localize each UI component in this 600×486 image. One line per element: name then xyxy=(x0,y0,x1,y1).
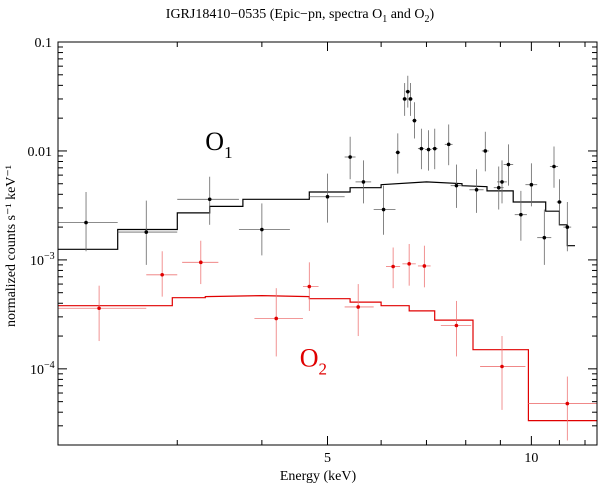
o2-data-point xyxy=(307,284,312,289)
y-tick-label: 10−3 xyxy=(30,251,55,269)
o1-data-point xyxy=(361,180,366,184)
o1-data-point xyxy=(496,185,501,190)
x-axis-label: Energy (keV) xyxy=(280,469,357,484)
o1-data-point xyxy=(419,146,424,151)
x-tick-label: 5 xyxy=(324,451,331,466)
y-tick-label: 10−4 xyxy=(30,360,55,378)
o1-data-point xyxy=(144,230,149,234)
o1-data-point xyxy=(84,220,88,225)
o2-series-label: O2 xyxy=(300,344,327,379)
o1-data-point xyxy=(454,183,459,188)
o1-data-point xyxy=(542,235,547,240)
o1-data-point xyxy=(529,182,534,187)
o2-data-point xyxy=(274,316,279,321)
series-o2: O2 xyxy=(58,240,597,441)
o1-data-point xyxy=(402,97,407,101)
o1-data-point xyxy=(432,146,437,151)
o2-data-point xyxy=(422,264,427,268)
o1-data-point xyxy=(426,147,431,152)
o2-data-point xyxy=(160,272,164,277)
o1-data-point xyxy=(406,89,410,94)
o2-data-point xyxy=(500,364,504,369)
o1-model-line xyxy=(58,181,575,250)
chart-title: IGRJ18410−0535 (Epic−pn, spectra O1 and … xyxy=(166,7,435,25)
o1-data-point xyxy=(207,197,212,202)
o1-data-point xyxy=(557,200,562,204)
o1-data-point xyxy=(474,187,479,192)
o2-data-point xyxy=(565,401,570,406)
series-o1: O1 xyxy=(58,75,575,265)
o2-data-point xyxy=(391,264,395,269)
o1-data-point xyxy=(519,212,523,217)
o1-data-point xyxy=(552,164,556,169)
o1-data-point xyxy=(395,150,400,155)
o1-data-point xyxy=(565,225,570,229)
o1-data-point xyxy=(412,118,417,123)
o1-data-point xyxy=(483,149,488,153)
o2-data-point xyxy=(454,323,459,328)
o1-data-point xyxy=(506,162,511,167)
plot-frame xyxy=(57,41,598,446)
o1-data-point xyxy=(325,194,330,199)
o2-data-point xyxy=(198,260,203,265)
o1-data-point xyxy=(348,155,352,159)
o2-data-point xyxy=(407,262,411,266)
plot-area: 0.1 0.01 10−3 10−4 5 10 O1 O2 xyxy=(28,36,597,466)
x-tick-label: 10 xyxy=(524,451,538,466)
o1-data-point xyxy=(446,142,451,147)
o1-data-point xyxy=(381,207,386,212)
y-tick-label: 0.1 xyxy=(35,36,53,51)
y-axis-label: normalized counts s⁻¹ keV⁻¹ xyxy=(4,165,19,327)
o1-data-point xyxy=(408,97,413,101)
o2-model-line xyxy=(58,294,597,422)
y-tick-label: 0.01 xyxy=(28,145,53,160)
o1-series-label: O1 xyxy=(205,127,232,162)
o2-data-point xyxy=(97,306,101,311)
o2-data-point xyxy=(356,305,360,309)
o1-data-point xyxy=(260,227,264,232)
o1-data-point xyxy=(500,180,504,184)
